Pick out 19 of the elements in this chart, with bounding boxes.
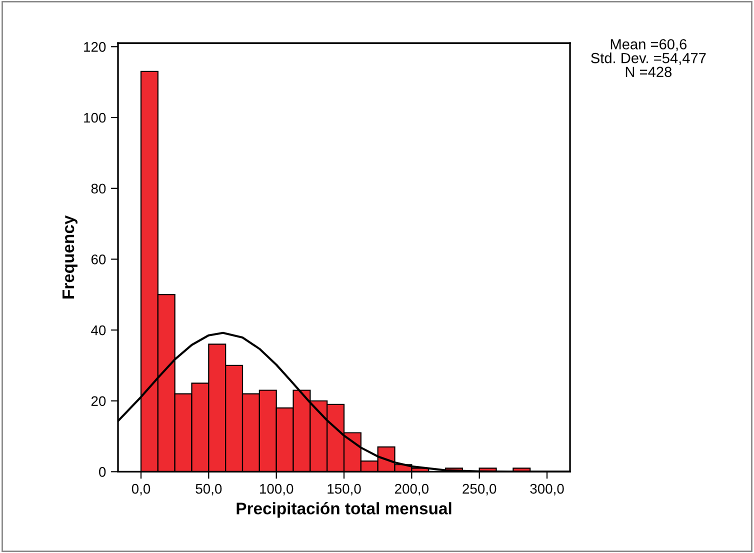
x-tick-label: 250,0 <box>462 484 496 496</box>
y-axis-title: Frequency <box>62 215 78 298</box>
x-tick-label: 50,0 <box>196 484 222 496</box>
text: N =428 <box>626 66 672 78</box>
y-tick-label: 80 <box>91 184 106 194</box>
text: Mean =60,6 <box>610 39 687 52</box>
y-tick-label: 40 <box>91 325 106 336</box>
y-tick-label: 120 <box>84 42 106 52</box>
x-tick-label: 200,0 <box>395 484 429 496</box>
x-tick-label: 300,0 <box>530 484 564 496</box>
y-tick-label: 100 <box>84 112 106 123</box>
y-tick-label: 0 <box>99 467 106 477</box>
x-tick-label: 100,0 <box>260 484 294 496</box>
y-tick-label: 20 <box>91 396 106 406</box>
x-axis-title: Precipitación total mensual <box>236 502 452 518</box>
x-tick-label: 0,0 <box>132 484 150 496</box>
text: Std. Dev. =54,477 <box>591 52 706 65</box>
y-tick-label: 60 <box>91 254 106 264</box>
x-tick-label: 150,0 <box>328 484 361 496</box>
